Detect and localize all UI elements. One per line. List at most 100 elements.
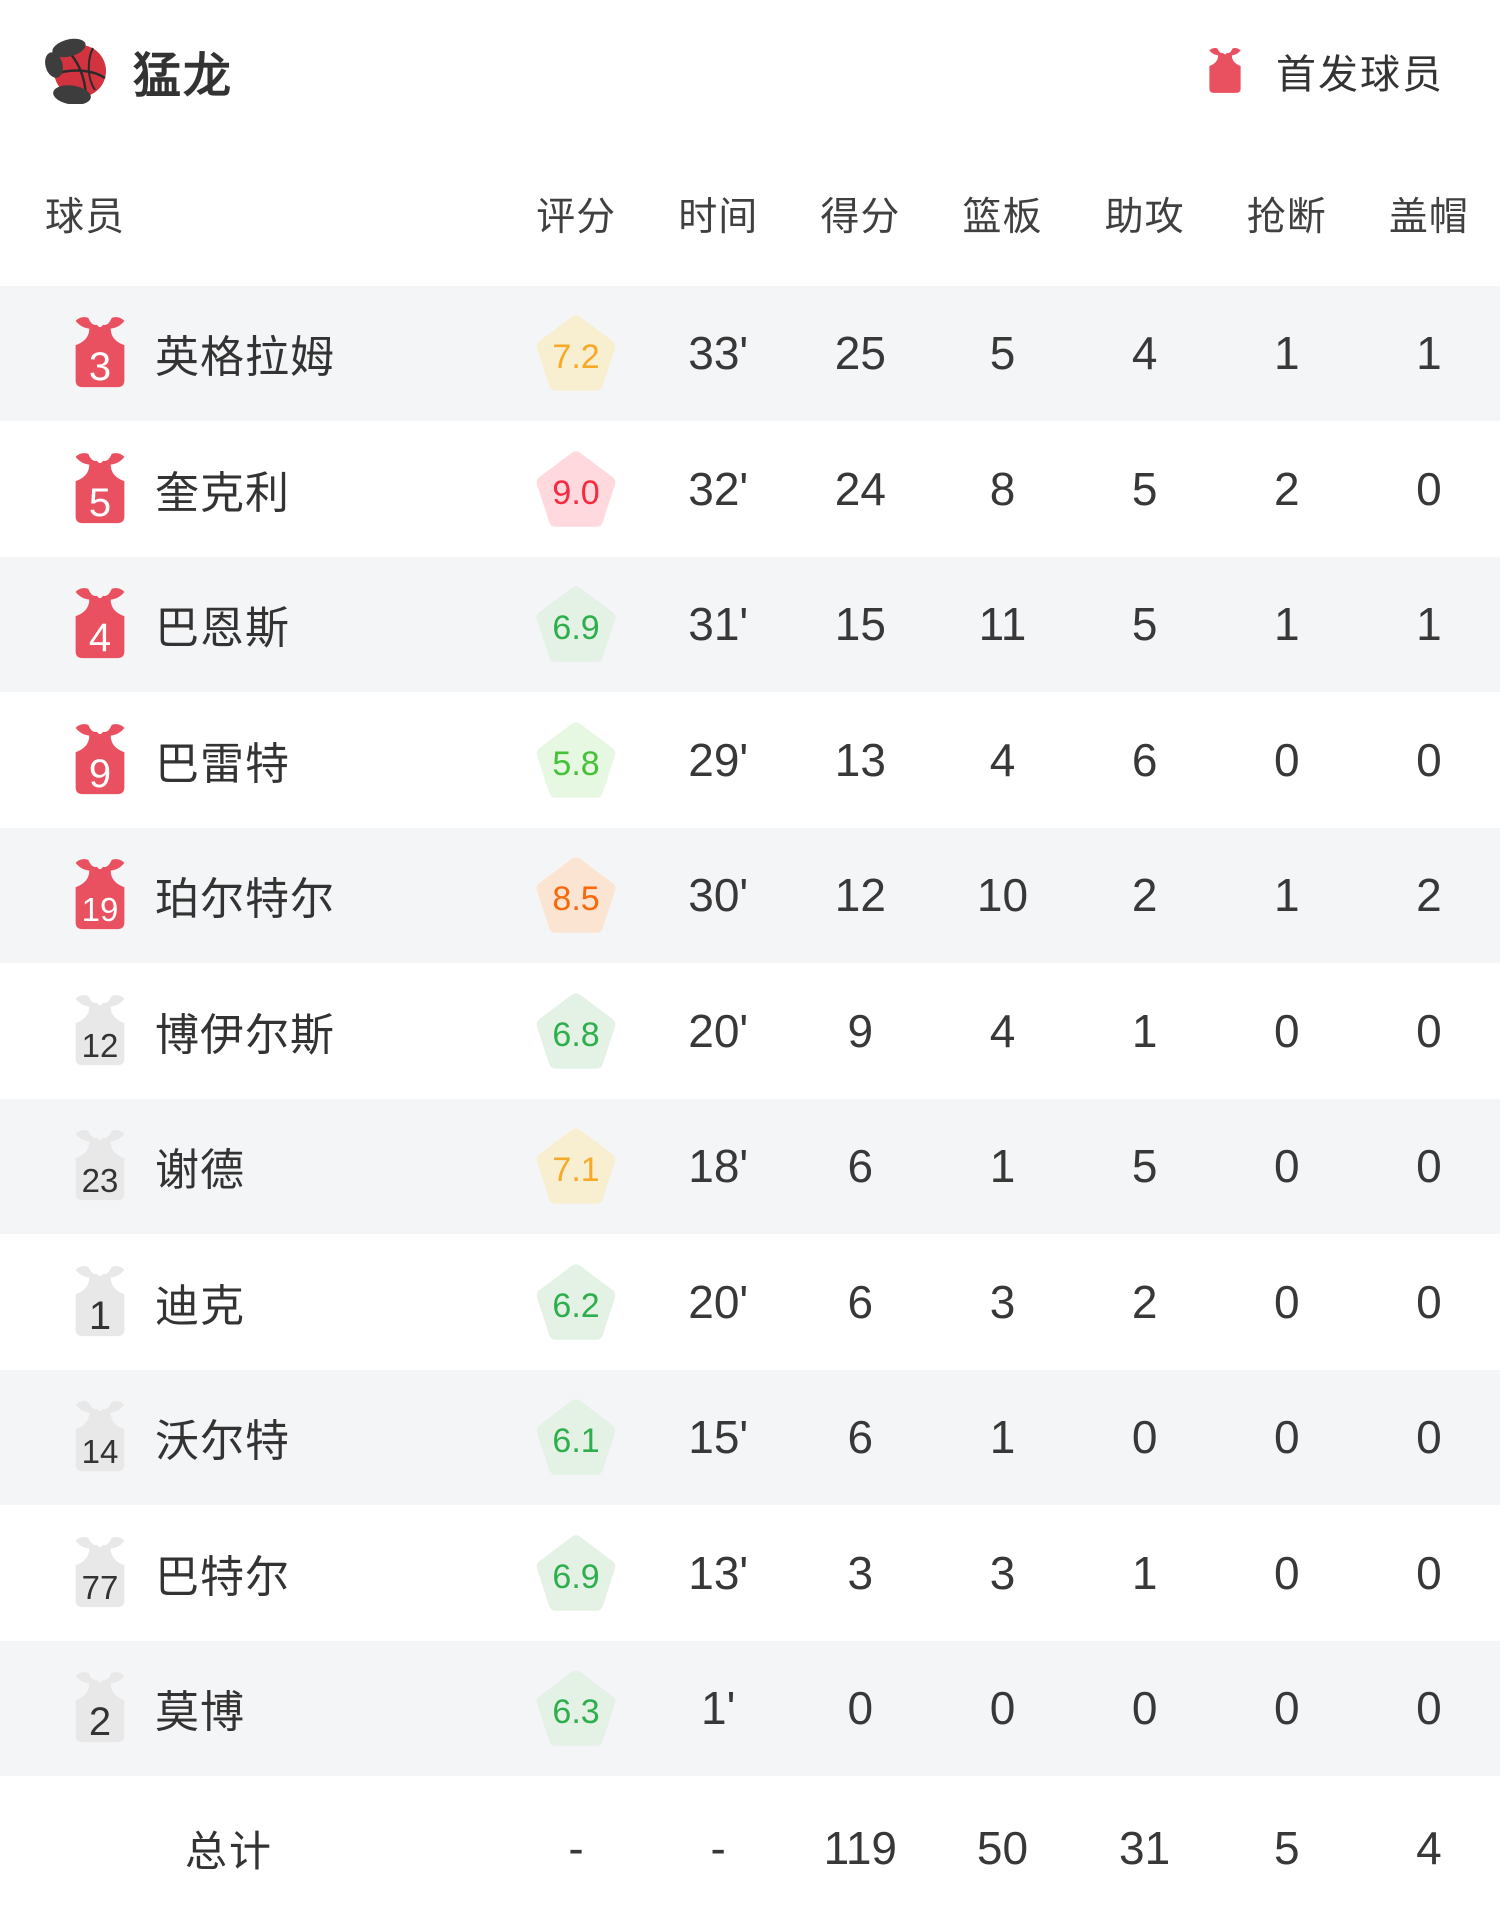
stat-assists: 1 <box>1131 1004 1158 1057</box>
totals-assists: 31 <box>1119 1822 1171 1874</box>
stat-rebounds: 8 <box>989 462 1016 515</box>
stat-points: 9 <box>847 1004 874 1057</box>
totals-rating: - <box>568 1822 584 1874</box>
totals-rebounds: 50 <box>976 1822 1029 1874</box>
jersey-number: 14 <box>81 1433 119 1471</box>
stat-points: 25 <box>834 327 886 380</box>
rating-badge: 6.8 <box>535 991 617 1071</box>
player-name: 珀尔特尔 <box>155 875 335 925</box>
stat-assists: 1 <box>1131 1546 1158 1599</box>
stat-steals: 0 <box>1273 1275 1300 1328</box>
player-name: 巴特尔 <box>155 1552 290 1602</box>
stat-time: 30' <box>688 869 749 922</box>
rating-value: 7.2 <box>552 338 600 377</box>
table-column-header: 球员 评分 时间 得分 篮板 助攻 抢断 盖帽 <box>0 142 1500 286</box>
player-name: 巴雷特 <box>155 739 290 789</box>
team-header: 猛龙 首发球员 <box>0 0 1500 142</box>
player-row[interactable]: 2 莫博 6.3 1' 0 0 0 0 0 <box>0 1640 1500 1776</box>
stat-steals: 2 <box>1273 462 1300 515</box>
player-row[interactable]: 19 珀尔特尔 8.5 30' 12 10 2 1 2 <box>0 827 1500 963</box>
stat-assists: 0 <box>1131 1682 1158 1735</box>
jersey-number: 77 <box>81 1568 119 1606</box>
rating-badge: 7.2 <box>535 313 617 393</box>
stat-time: 20' <box>688 1004 749 1057</box>
stat-blocks: 0 <box>1416 733 1442 786</box>
column-header-assists: 助攻 <box>1104 195 1185 239</box>
jersey-icon: 2 <box>61 1669 139 1747</box>
player-row[interactable]: 9 巴雷特 5.8 29' 13 4 6 0 0 <box>0 692 1500 828</box>
player-row[interactable]: 1 迪克 6.2 20' 6 3 2 0 0 <box>0 1234 1500 1370</box>
stat-assists: 2 <box>1131 1275 1158 1328</box>
player-row[interactable]: 14 沃尔特 6.1 15' 6 1 0 0 0 <box>0 1369 1500 1505</box>
stat-assists: 4 <box>1131 327 1158 380</box>
totals-steals: 5 <box>1273 1822 1300 1874</box>
jersey-icon: 9 <box>61 721 139 799</box>
stat-assists: 0 <box>1131 1411 1158 1464</box>
starter-jersey-icon <box>1200 46 1250 96</box>
jersey-number: 5 <box>88 480 112 525</box>
stat-steals: 1 <box>1273 869 1300 922</box>
rating-value: 8.5 <box>552 880 600 919</box>
totals-label: 总计 <box>185 1827 274 1875</box>
player-row[interactable]: 3 英格拉姆 7.2 33' 25 5 4 1 1 <box>0 285 1500 421</box>
stat-blocks: 0 <box>1416 1004 1442 1057</box>
rating-badge: 6.3 <box>535 1668 617 1748</box>
jersey-icon: 23 <box>61 1127 139 1205</box>
player-table-body: 3 英格拉姆 7.2 33' 25 5 4 1 1 5 <box>0 285 1500 1776</box>
totals-row: 总计 - - 119 50 31 5 4 <box>0 1776 1500 1920</box>
stat-points: 12 <box>834 869 886 922</box>
player-name: 莫博 <box>155 1688 245 1738</box>
player-name: 博伊尔斯 <box>155 1010 335 1060</box>
jersey-icon: 5 <box>61 450 139 528</box>
stat-steals: 0 <box>1273 1682 1300 1735</box>
stat-assists: 2 <box>1131 869 1158 922</box>
stat-points: 24 <box>834 462 886 515</box>
rating-badge: 6.9 <box>535 1533 617 1613</box>
column-header-rebounds: 篮板 <box>962 195 1043 239</box>
stat-rebounds: 1 <box>989 1411 1016 1464</box>
stat-rebounds: 3 <box>989 1275 1016 1328</box>
stat-blocks: 0 <box>1416 462 1442 515</box>
jersey-icon: 77 <box>61 1534 139 1612</box>
stat-blocks: 0 <box>1416 1411 1442 1464</box>
team-name: 猛龙 <box>133 50 234 103</box>
stat-assists: 5 <box>1131 1140 1158 1193</box>
jersey-icon: 1 <box>61 1263 139 1341</box>
rating-badge: 6.9 <box>535 584 617 664</box>
stat-assists: 5 <box>1131 462 1158 515</box>
stat-points: 3 <box>847 1546 874 1599</box>
totals-time: - <box>710 1822 726 1874</box>
column-header-time: 时间 <box>678 195 759 239</box>
stat-blocks: 1 <box>1416 327 1442 380</box>
column-header-rating: 评分 <box>536 195 617 239</box>
rating-value: 6.3 <box>552 1693 600 1732</box>
player-row[interactable]: 12 博伊尔斯 6.8 20' 9 4 1 0 0 <box>0 963 1500 1099</box>
player-row[interactable]: 77 巴特尔 6.9 13' 3 3 1 0 0 <box>0 1505 1500 1641</box>
stat-blocks: 0 <box>1416 1682 1442 1735</box>
player-name: 沃尔特 <box>155 1417 290 1467</box>
player-name: 谢德 <box>155 1146 245 1196</box>
jersey-icon: 14 <box>61 1398 139 1476</box>
stat-rebounds: 4 <box>989 733 1016 786</box>
stat-blocks: 2 <box>1416 869 1442 922</box>
stat-time: 13' <box>688 1546 749 1599</box>
stat-rebounds: 5 <box>989 327 1016 380</box>
jersey-number: 4 <box>88 616 112 661</box>
player-name: 奎克利 <box>155 468 290 518</box>
jersey-number: 19 <box>81 891 119 929</box>
stat-time: 31' <box>688 598 749 651</box>
player-row[interactable]: 23 谢德 7.1 18' 6 1 5 0 0 <box>0 1098 1500 1234</box>
player-row[interactable]: 5 奎克利 9.0 32' 24 8 5 2 0 <box>0 421 1500 557</box>
column-header-steals: 抢断 <box>1246 195 1327 239</box>
stat-rebounds: 10 <box>976 869 1029 922</box>
jersey-number: 9 <box>88 751 112 796</box>
stat-points: 6 <box>847 1411 874 1464</box>
totals-points: 119 <box>823 1822 898 1874</box>
stat-rebounds: 1 <box>989 1140 1016 1193</box>
jersey-icon: 19 <box>61 856 139 934</box>
player-row[interactable]: 4 巴恩斯 6.9 31' 15 11 5 1 1 <box>0 556 1500 692</box>
stat-assists: 6 <box>1131 733 1158 786</box>
rating-value: 6.9 <box>552 1557 600 1596</box>
jersey-number: 3 <box>88 345 112 390</box>
stat-time: 15' <box>688 1411 749 1464</box>
